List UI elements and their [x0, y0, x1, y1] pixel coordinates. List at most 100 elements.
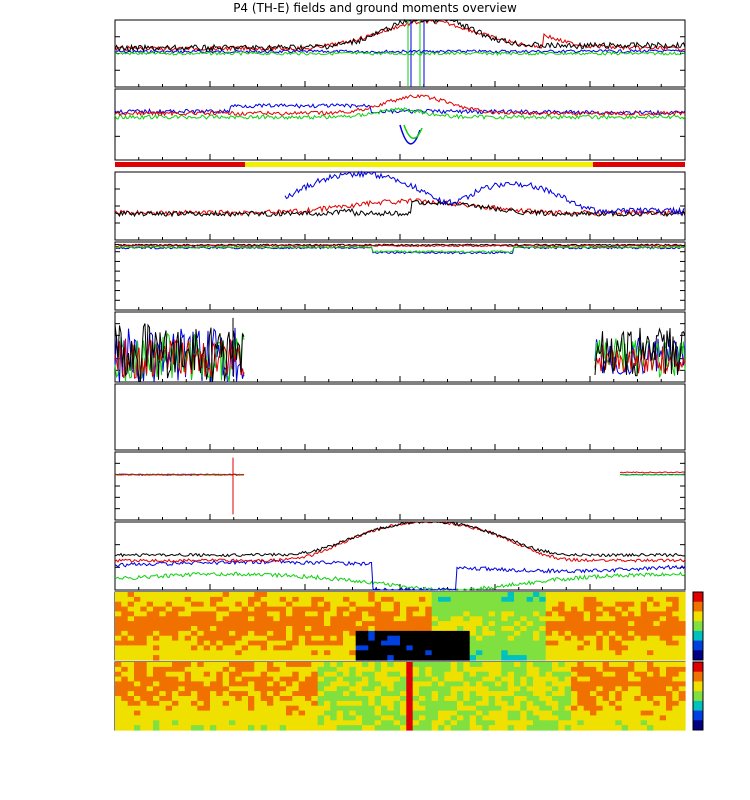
spectrogram-cell — [425, 645, 433, 651]
spectrogram-cell — [292, 626, 300, 632]
spectrogram-cell — [602, 681, 610, 687]
spectrogram-cell — [298, 681, 306, 687]
spectrogram-cell — [552, 640, 559, 647]
spectrogram-cell — [159, 640, 167, 647]
spectrogram-cell — [197, 601, 205, 608]
bt-line — [114, 18, 686, 53]
spectrogram-cell — [115, 666, 122, 673]
spectrogram-cell — [533, 700, 540, 707]
spectrogram-cell — [596, 611, 604, 617]
spectrogram-cell — [640, 686, 648, 692]
spectrogram-cell — [387, 720, 395, 726]
spectrogram-cell — [438, 725, 445, 731]
spectrogram-cell — [539, 676, 547, 683]
spectrogram-cell — [197, 621, 205, 627]
spectrogram-cell — [115, 592, 122, 598]
spectrogram-cell — [273, 700, 281, 707]
spectrogram-cell — [165, 671, 173, 678]
spectrogram-cell — [558, 666, 566, 673]
spectrogram-cell — [368, 715, 376, 721]
spectrogram-cell — [400, 700, 407, 707]
spectrogram-cell — [121, 720, 129, 726]
spectrogram-cell — [438, 596, 445, 603]
spectrogram-cell — [355, 616, 363, 622]
spectrogram-cell — [374, 671, 382, 678]
spectrogram-cell — [260, 666, 268, 673]
spectrogram-cell — [476, 626, 483, 632]
spectrogram-cell — [153, 630, 160, 637]
spectrogram-cell — [672, 621, 680, 627]
spectrogram-cell — [368, 662, 376, 668]
spectrogram-cell — [115, 671, 122, 678]
spectrogram-cell — [488, 592, 496, 598]
Pt-line — [114, 521, 686, 558]
spectrogram-cell — [533, 630, 540, 637]
spectrogram-cell — [229, 592, 236, 598]
spectrogram-cell — [324, 601, 331, 608]
spectrogram-cell — [400, 645, 407, 651]
spectrogram-cell — [602, 676, 610, 683]
spectrogram-cell — [602, 601, 610, 608]
spectrogram-cell — [412, 635, 420, 642]
spectrogram-cell — [279, 606, 287, 613]
spectrogram-cell — [387, 696, 395, 702]
spectrogram-cell — [146, 681, 154, 687]
spectrogram-cell — [406, 705, 414, 712]
spectrogram-cell — [507, 715, 515, 721]
spectrogram-cell — [355, 715, 363, 721]
spectrogram-cell — [526, 621, 534, 627]
spectrogram-cell — [469, 601, 477, 608]
spectrogram-cell — [621, 666, 629, 673]
spectrogram-cell — [634, 640, 642, 647]
spectrogram-cell — [298, 626, 306, 632]
spectrogram-cell — [229, 616, 236, 622]
spectrogram-cell — [457, 650, 464, 656]
spectrogram-cell — [583, 681, 591, 687]
spectrogram-cell — [653, 705, 661, 712]
spectrogram-cell — [520, 655, 528, 661]
spectrogram-cell — [298, 596, 306, 603]
spectrogram-cell — [387, 626, 395, 632]
spectrogram-cell — [514, 720, 521, 726]
spectrogram-cell — [640, 606, 648, 613]
spectrogram-cell — [235, 626, 243, 632]
spectrogram-cell — [514, 681, 521, 687]
spectrogram-cell — [273, 715, 281, 721]
spectrogram-cell — [583, 626, 591, 632]
spectrogram-cell — [343, 676, 350, 683]
spectrogram-cell — [197, 676, 205, 683]
spectrogram-cell — [134, 725, 141, 731]
spectrogram-cell — [235, 676, 243, 683]
spectrogram-cell — [222, 686, 230, 692]
spectrogram-cell — [197, 640, 205, 647]
spectrogram-cell — [419, 696, 426, 702]
spectrogram-cell — [602, 606, 610, 613]
spectrogram-cell — [317, 606, 325, 613]
spectrogram-cell — [292, 621, 300, 627]
spectrogram-cell — [165, 686, 173, 692]
spectrogram-cell — [457, 662, 464, 668]
spectrogram-cell — [298, 691, 306, 697]
spectrogram-cell — [609, 601, 616, 608]
spectrogram-cell — [165, 611, 173, 617]
spectrogram-cell — [678, 705, 686, 712]
spectrogram-cell — [678, 611, 686, 617]
spectrogram-cell — [539, 606, 547, 613]
spectrogram-cell — [406, 645, 414, 651]
spectrogram-cell — [343, 650, 350, 656]
spectrogram-cell — [153, 671, 160, 678]
spectrogram-cell — [330, 715, 338, 721]
spectrogram-cell — [374, 650, 382, 656]
spectrogram-cell — [159, 592, 167, 598]
spectrogram-cell — [628, 710, 635, 717]
spectrogram-cell — [286, 666, 293, 673]
spectrogram-cell — [355, 635, 363, 642]
spectrogram-cell — [336, 596, 344, 603]
spectrogram-cell — [406, 621, 414, 627]
spectrogram-cell — [241, 611, 249, 617]
spectrogram-cell — [425, 650, 433, 656]
spectrogram-cell — [412, 662, 420, 668]
spectrogram-cell — [507, 611, 515, 617]
spectrogram-cell — [286, 720, 293, 726]
spectrogram-cell — [425, 720, 433, 726]
